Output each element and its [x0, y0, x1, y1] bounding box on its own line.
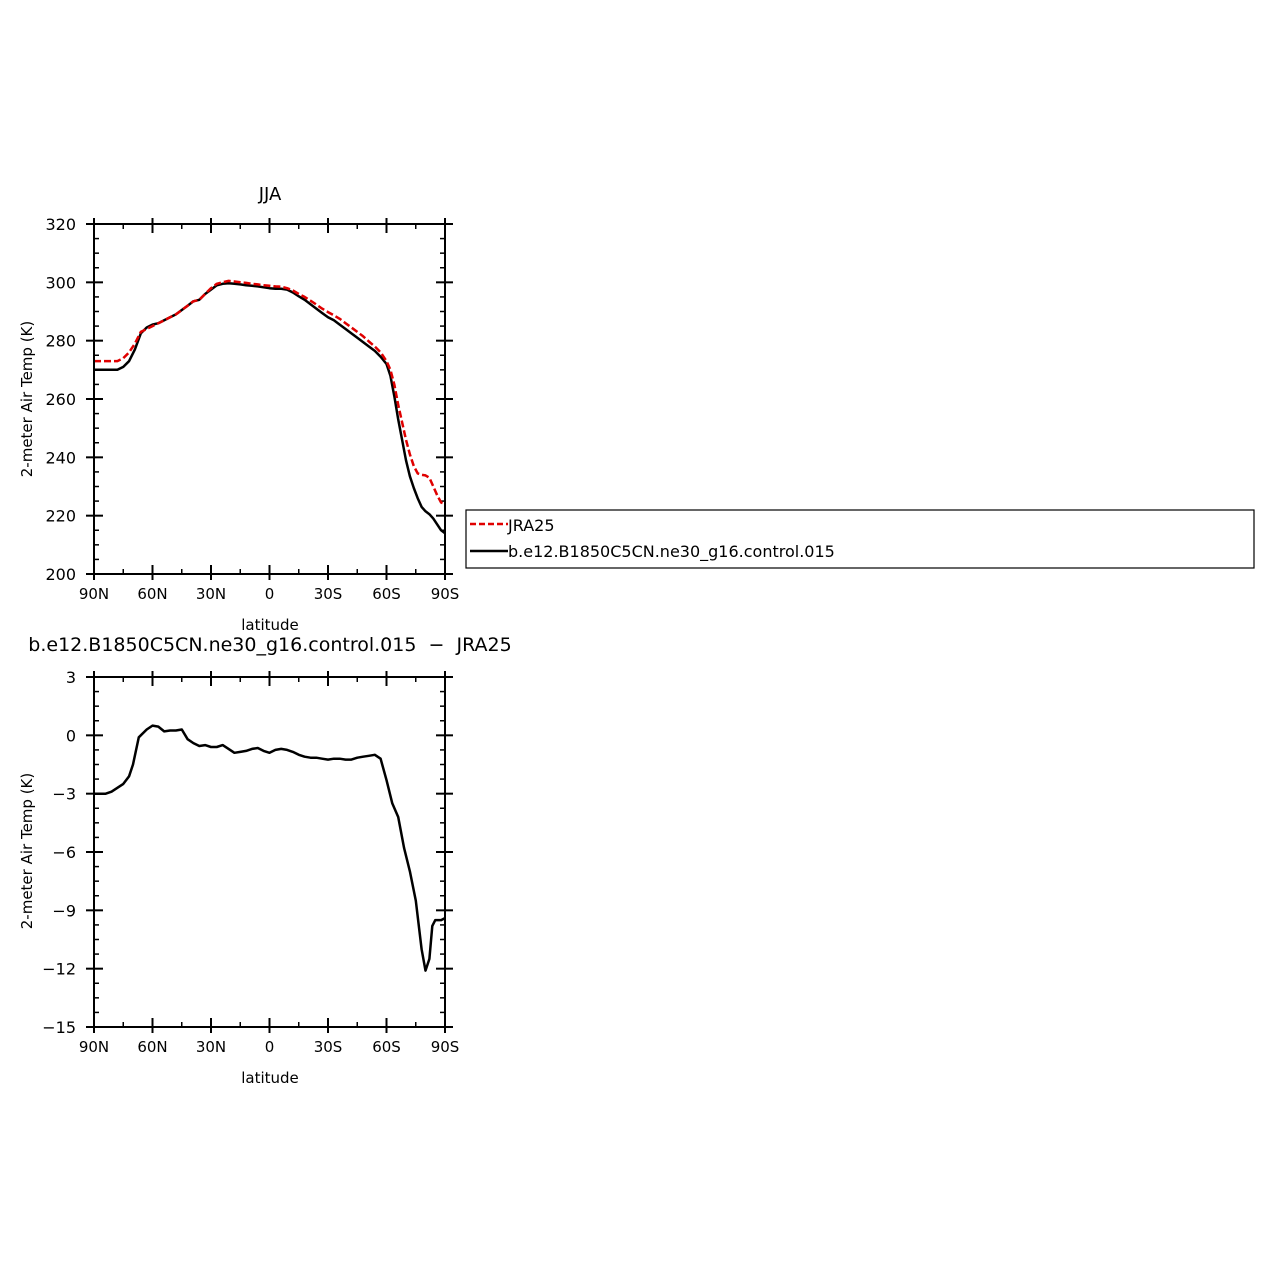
x-tick-label: 90N: [79, 1038, 109, 1056]
x-axis-label: latitude: [241, 616, 299, 634]
y-tick-label: −6: [52, 843, 76, 862]
y-tick-label: 3: [66, 668, 76, 687]
bottom-panel: b.e12.B1850C5CN.ne30_g16.control.015 − J…: [18, 634, 512, 1087]
plot-frame: [93, 223, 446, 575]
y-tick-label: 280: [45, 332, 76, 351]
x-tick-label: 30S: [314, 1038, 343, 1056]
x-tick-label: 0: [265, 585, 275, 603]
top-panel: JJA 2-meter Air Temp (K) latitude 90N 60N…: [18, 184, 459, 634]
x-tick-label: 30S: [314, 585, 343, 603]
y-tick-label: 0: [66, 726, 76, 745]
x-tick-label: 30N: [196, 1038, 226, 1056]
y-tick-label: −9: [52, 901, 76, 920]
x-tick-label: 60N: [137, 585, 167, 603]
y-tick-label: 300: [45, 273, 76, 292]
x-tick-label: 90S: [431, 1038, 460, 1056]
x-tick-label: 30N: [196, 585, 226, 603]
y-tick-label: 260: [45, 390, 76, 409]
x-tick-label: 60S: [372, 585, 401, 603]
y-tick-label: 220: [45, 507, 76, 526]
y-tick-label: −12: [42, 960, 76, 979]
y-tick-label: 320: [45, 215, 76, 234]
series-line-jra25: [94, 279, 446, 506]
y-tick-label: −15: [42, 1018, 76, 1037]
plot-frame: [93, 676, 446, 1028]
x-tick-label: 60N: [137, 1038, 167, 1056]
x-tick-label: 60S: [372, 1038, 401, 1056]
legend-label-jra25: JRA25: [507, 516, 555, 535]
legend-label-model: b.e12.B1850C5CN.ne30_g16.control.015: [508, 542, 835, 562]
y-tick-label: 200: [45, 565, 76, 584]
y-tick-label: −3: [52, 785, 76, 804]
panel-title: b.e12.B1850C5CN.ne30_g16.control.015 − J…: [28, 634, 511, 656]
series-lines: [94, 724, 446, 972]
y-tick-label: 240: [45, 448, 76, 467]
x-tick-label: 0: [265, 1038, 275, 1056]
x-axis-label: latitude: [241, 1069, 299, 1087]
series-lines: [94, 279, 446, 535]
panel-title: JJA: [258, 184, 282, 205]
x-tick-label: 90S: [431, 585, 460, 603]
y-axis-label: 2-meter Air Temp (K): [18, 773, 36, 930]
y-axis-label: 2-meter Air Temp (K): [18, 321, 36, 478]
x-tick-label: 90N: [79, 585, 109, 603]
legend: JRA25 b.e12.B1850C5CN.ne30_g16.control.0…: [465, 509, 1255, 569]
series-line-model: [94, 724, 446, 972]
legend-box: [465, 509, 1255, 569]
